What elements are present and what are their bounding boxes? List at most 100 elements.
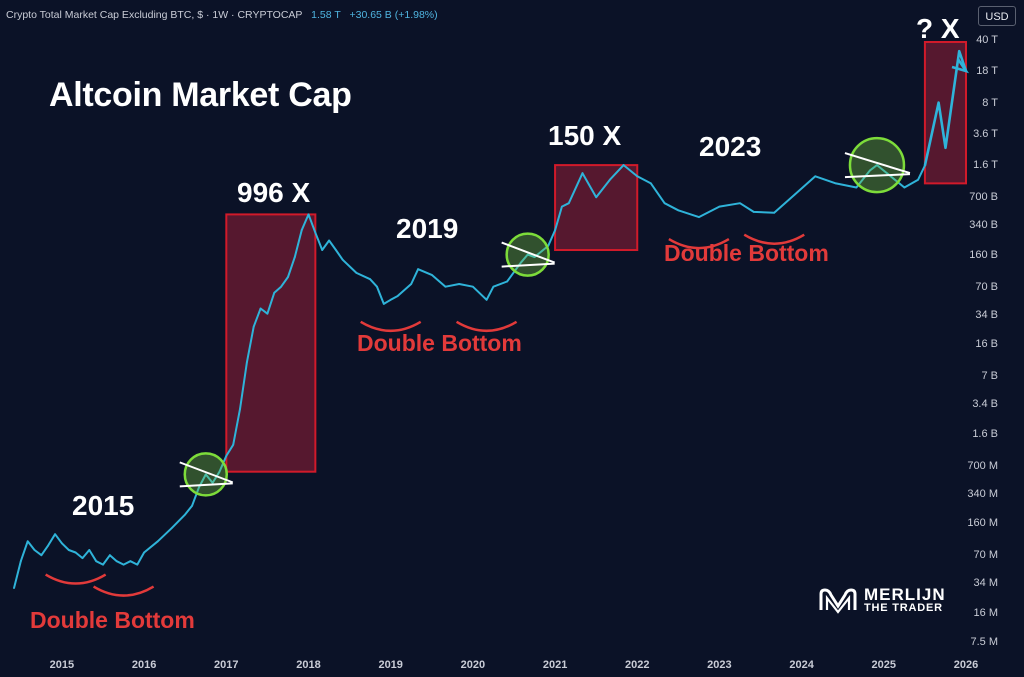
y-tick-label-10: 34 B [975,308,998,321]
y-tick-label-13: 3.4 B [972,398,998,411]
data-point-1 [13,587,15,590]
data-point-52 [396,295,399,297]
data-point-67 [561,205,563,208]
data-point-2 [19,560,22,563]
x-tick-label-2018: 2018 [296,659,321,671]
symbol-label: Crypto Total Market Cap Excluding BTC, $… [6,9,303,21]
data-point-13 [95,560,98,563]
data-point-42 [314,231,317,234]
data-point-14 [102,563,104,566]
chart-header: Crypto Total Market Cap Excluding BTC, $… [6,9,438,21]
data-point-25 [198,486,200,489]
data-point-66 [554,229,556,232]
year-2023-label: 2023 [699,131,762,162]
data-point-62 [519,261,522,264]
double-bottom-arc-2 [92,585,155,597]
data-point-72 [622,164,625,167]
y-tick-label-11: 16 B [975,338,998,351]
data-point-68 [567,202,570,205]
data-point-45 [334,249,337,251]
data-point-60 [492,285,495,288]
x-tick-label-2023: 2023 [707,659,732,671]
x-tick-label-2015: 2015 [49,659,75,671]
double-bottom-label-3: Double Bottom [664,240,829,266]
brand-line-2: THE TRADER [864,602,943,614]
data-point-78 [718,205,721,208]
data-point-26 [204,473,207,476]
data-point-20 [143,551,146,554]
data-point-48 [369,278,372,281]
multiplier-996-label: 996 X [237,177,311,208]
x-tick-label-2022: 2022 [625,659,650,671]
data-point-17 [122,563,125,566]
data-point-47 [355,271,358,274]
data-point-80 [752,210,755,213]
brand-logo: MERLIJN THE TRADER [818,586,946,614]
x-tick-label-2017: 2017 [214,659,239,671]
double-bottom-arc-6 [743,233,805,245]
data-point-19 [136,563,139,566]
breakout-resistance-line-2 [501,241,556,264]
double-bottom-arc-4 [455,320,518,332]
data-point-41 [307,213,310,216]
double-bottom-arc-5 [668,238,730,250]
data-point-35 [266,312,269,315]
data-point-77 [697,216,700,218]
double-bottom-arc-3 [360,320,422,332]
data-point-64 [533,256,536,259]
data-point-10 [74,551,77,554]
data-point-21 [156,540,159,543]
data-point-31 [239,408,241,411]
data-point-33 [252,325,255,328]
year-2019-label: 2019 [396,213,459,244]
breakout-circle-3 [848,136,906,194]
projection-point-3 [944,146,947,149]
data-point-83 [814,175,817,178]
data-point-81 [773,211,776,214]
data-point-76 [677,209,680,212]
highlight-box-1 [225,213,317,473]
data-point-3 [26,540,29,543]
data-point-27 [211,481,214,484]
data-point-12 [88,549,91,551]
change-value: +30.65 B (+1.98%) [349,9,438,21]
data-point-39 [293,256,296,259]
y-tick-label-7: 340 B [969,219,998,232]
data-point-87 [876,164,878,167]
data-point-69 [581,172,584,175]
highlight-box-3 [923,40,968,185]
currency-button[interactable]: USD [978,6,1016,26]
y-tick-label-5: 1.6 T [973,159,998,172]
breakout-resistance-line-1 [179,461,234,484]
y-tick-label-15: 700 M [967,459,998,472]
data-point-70 [595,196,598,199]
breakout-support-line-3 [844,173,911,179]
data-point-55 [430,273,433,276]
data-point-40 [300,229,303,232]
data-point-6 [47,544,50,547]
data-point-32 [245,361,248,364]
x-tick-label-2019: 2019 [378,659,403,671]
breakout-resistance-line-3 [844,152,911,175]
data-point-9 [67,549,70,551]
data-point-7 [54,533,56,536]
data-point-28 [218,470,221,473]
data-point-49 [376,285,378,288]
breakout-circle-2 [505,232,550,277]
data-point-30 [232,443,235,446]
double-bottom-label-2: Double Bottom [357,330,522,356]
x-tick-label-2024: 2024 [789,659,814,671]
y-tick-label-21: 7.5 M [970,636,998,648]
data-point-71 [608,178,611,181]
data-point-89 [903,186,906,189]
data-point-37 [280,285,283,288]
data-point-36 [273,291,276,294]
y-tick-label-12: 7 B [981,370,998,383]
y-tick-label-6: 700 B [969,191,998,204]
y-tick-label-16: 340 M [967,487,998,500]
data-point-75 [663,202,666,205]
data-point-44 [328,239,330,242]
data-point-74 [650,182,652,185]
data-point-73 [636,175,639,178]
